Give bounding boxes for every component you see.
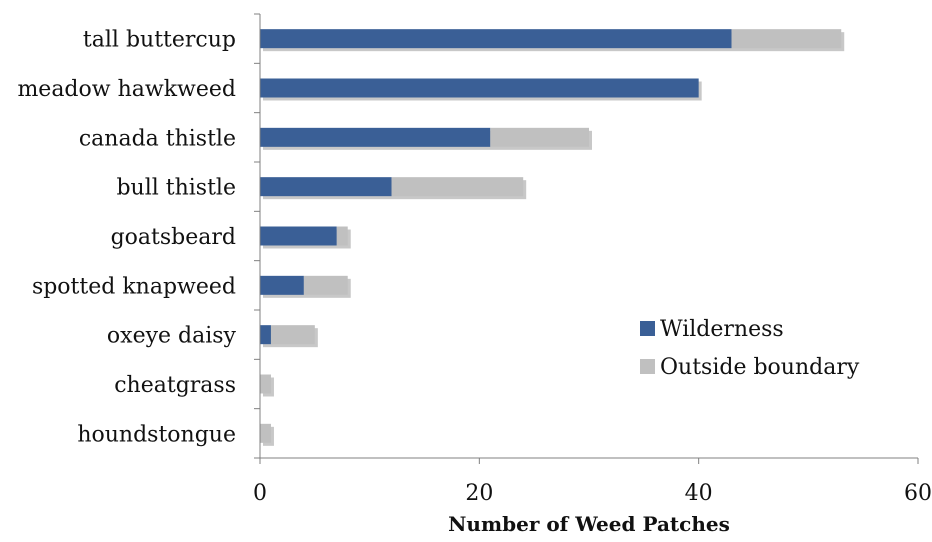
bars-group (260, 29, 845, 446)
bar-0-0 (260, 29, 732, 49)
x-tick-label: 20 (465, 481, 493, 506)
bar-0-6 (260, 325, 271, 345)
bar-0-4 (260, 226, 337, 246)
legend-label: Outside boundary (660, 355, 860, 380)
x-tick-label: 40 (685, 481, 713, 506)
category-label: cheatgrass (114, 373, 236, 398)
bar-1-2 (490, 127, 589, 147)
category-label: goatsbeard (111, 225, 236, 250)
category-label: tall buttercup (83, 28, 236, 53)
bar-0-5 (260, 275, 304, 295)
bar-1-8 (260, 423, 271, 443)
bar-0-3 (260, 177, 392, 197)
category-label: oxeye daisy (107, 324, 237, 349)
x-tick-labels: 0 20 40 60 (253, 481, 932, 506)
category-label: canada thistle (79, 126, 236, 151)
legend-swatch (640, 321, 655, 336)
category-labels: tall buttercup meadow hawkweed canada this… (17, 28, 236, 448)
x-tick-label: 60 (904, 481, 932, 506)
legend-label: Wilderness (660, 317, 784, 342)
bar-1-5 (303, 275, 348, 295)
bar-0-1 (260, 78, 699, 98)
category-label: bull thistle (116, 176, 236, 201)
legend-swatch (640, 359, 655, 374)
bar-1-7 (260, 374, 271, 394)
bar-1-3 (391, 177, 524, 197)
axes-group (254, 13, 919, 464)
bar-0-2 (260, 127, 491, 147)
x-tick-label: 0 (253, 481, 267, 506)
x-axis-title: Number of Weed Patches (448, 512, 730, 536)
bar-1-4 (336, 226, 348, 246)
legend: Wilderness Outside boundary (640, 317, 860, 380)
category-label: meadow hawkweed (17, 77, 236, 102)
category-label: houndstongue (77, 422, 236, 447)
bar-1-6 (270, 325, 315, 345)
bar-1-0 (731, 29, 842, 49)
category-label: spotted knapweed (32, 274, 236, 299)
